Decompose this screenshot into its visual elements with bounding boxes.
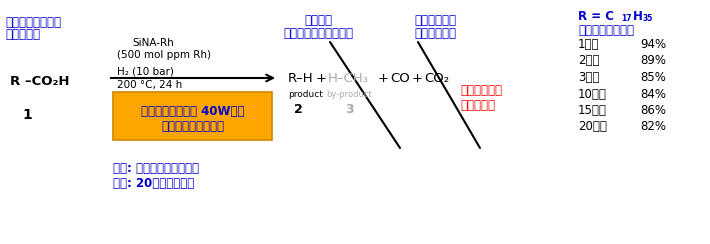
Text: バイオマス由来の: バイオマス由来の: [5, 16, 61, 29]
Text: 1回目: 1回目: [578, 38, 599, 51]
Text: +: +: [378, 72, 389, 85]
Text: by-product: by-product: [326, 90, 372, 99]
Text: 触媒: 20回再利用可能: 触媒: 20回再利用可能: [113, 177, 195, 190]
Text: 89%: 89%: [640, 54, 666, 68]
Text: 17: 17: [621, 14, 632, 23]
Text: （省エネルギー化）: （省エネルギー化）: [161, 120, 224, 133]
Text: H₂ (10 bar): H₂ (10 bar): [117, 67, 174, 77]
Text: +: +: [316, 72, 327, 85]
Text: 生成しない: 生成しない: [460, 99, 495, 112]
Text: 第二世代: 第二世代: [304, 14, 332, 27]
Text: マイクロ波照射　 40W程度: マイクロ波照射 40W程度: [141, 105, 244, 118]
Text: 二酸化炭素は: 二酸化炭素は: [460, 84, 502, 97]
Text: 2: 2: [294, 103, 302, 116]
Text: 10回目: 10回目: [578, 88, 607, 101]
Text: +: +: [412, 72, 423, 85]
Text: (500 mol ppm Rh): (500 mol ppm Rh): [117, 50, 211, 60]
Text: 94%: 94%: [640, 38, 666, 51]
Text: H–CH₃: H–CH₃: [328, 72, 369, 85]
Text: （ステアリン酸）: （ステアリン酸）: [578, 24, 634, 37]
Text: 200 °C, 24 h: 200 °C, 24 h: [117, 80, 182, 90]
Text: product: product: [288, 90, 323, 99]
Text: 85%: 85%: [640, 71, 666, 84]
Text: 20回目: 20回目: [578, 121, 607, 133]
Text: SiNA-Rh: SiNA-Rh: [132, 38, 174, 48]
Text: バイオディーゼル燃料: バイオディーゼル燃料: [283, 27, 353, 40]
Text: 石油合成原料: 石油合成原料: [414, 27, 456, 40]
Text: 3: 3: [345, 103, 354, 116]
Text: CO: CO: [390, 72, 410, 85]
Text: R –CO₂H: R –CO₂H: [10, 75, 70, 88]
Text: R–H: R–H: [288, 72, 314, 85]
Text: 84%: 84%: [640, 88, 666, 101]
Text: H: H: [633, 10, 643, 23]
Text: 遂離脂肪酸: 遂離脂肪酸: [5, 28, 40, 41]
Text: 82%: 82%: [640, 121, 666, 133]
Text: 86%: 86%: [640, 104, 666, 117]
Text: 水素: 再生可能エネルギー: 水素: 再生可能エネルギー: [113, 162, 199, 175]
Text: 3回目: 3回目: [578, 71, 599, 84]
Text: CO₂: CO₂: [424, 72, 449, 85]
Text: R = C: R = C: [578, 10, 614, 23]
Text: 一酸化炭素は: 一酸化炭素は: [414, 14, 456, 27]
Text: 15回目: 15回目: [578, 104, 607, 117]
FancyBboxPatch shape: [113, 92, 272, 140]
Text: 35: 35: [643, 14, 653, 23]
Text: 2回目: 2回目: [578, 54, 599, 68]
Text: 1: 1: [22, 108, 32, 122]
